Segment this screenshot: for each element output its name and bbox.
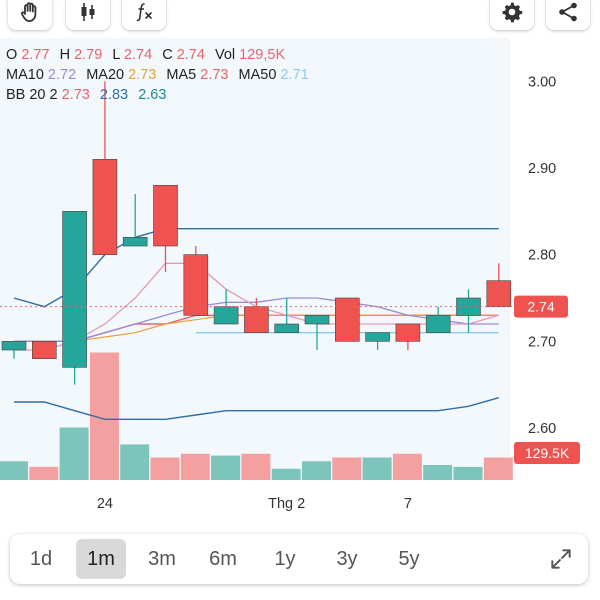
close-value: 2.74 (176, 47, 205, 63)
candles (1, 81, 512, 385)
candle-body (486, 280, 512, 307)
period-1d[interactable]: 1d (29, 547, 53, 570)
x-tick-label: Thg 2 (268, 496, 305, 512)
volume-value: 129,5K (239, 47, 286, 63)
ma10-label: MA10 (6, 67, 44, 83)
y-tick-label: 2.70 (528, 334, 556, 350)
volume-bar (150, 457, 180, 480)
bb-row: BB 20 2 2.73 2.83 2.63 (6, 85, 315, 105)
volume-bar (362, 457, 392, 480)
ma50-label: MA50 (238, 67, 277, 83)
volume-bar (423, 465, 453, 480)
volume-bar (0, 461, 28, 480)
candle-body (365, 332, 390, 342)
candle-body (425, 315, 451, 333)
period-3y[interactable]: 3y (336, 547, 358, 570)
period-1y[interactable]: 1y (274, 547, 296, 570)
ma5-value: 2.73 (200, 67, 229, 83)
candle-body (213, 306, 239, 325)
volume-bar (241, 453, 271, 480)
candle-body (334, 297, 360, 342)
candle-body (274, 323, 300, 333)
candle-body (153, 185, 178, 247)
bb-upper-line (13, 227, 499, 308)
ma-row: MA10 2.72 MA20 2.73 MA5 2.73 MA50 2.71 (6, 65, 315, 85)
x-axis: 24 Thg 2 7 (97, 496, 412, 512)
price-markers: 2.74 129.5K (0, 295, 580, 464)
x-tick-label: 24 (97, 496, 113, 512)
bb-label: BB 20 2 (6, 87, 58, 103)
high-label: H (59, 47, 71, 63)
high-value: 2.79 (74, 47, 103, 63)
ma20-value: 2.73 (128, 67, 157, 83)
expand-icon[interactable] (548, 546, 574, 572)
hand-icon[interactable] (8, 0, 52, 30)
period-1m[interactable]: 1m (76, 539, 126, 579)
share-icon[interactable] (546, 0, 590, 30)
function-icon[interactable] (122, 0, 166, 30)
volume-label: Vol (214, 47, 236, 63)
volume-bar (483, 457, 513, 480)
ma50-value: 2.71 (280, 67, 309, 83)
period-selector: 1d 1m 3m 6m 1y 3y 5y (10, 534, 588, 584)
y-tick-label: 2.60 (528, 421, 556, 437)
bb-upper-value: 2.83 (99, 87, 129, 103)
y-tick-label: 2.90 (528, 161, 556, 177)
low-label: L (112, 47, 120, 63)
volume-bar (302, 461, 331, 480)
bb-lower-line (14, 397, 499, 420)
y-axis: 3.00 2.90 2.80 2.70 2.60 (528, 74, 556, 437)
volume-bar (271, 468, 301, 480)
bb-middle-value: 2.73 (61, 87, 90, 103)
ohlc-row: O 2.77 H 2.79 L 2.74 C 2.74 Vol 129,5K (6, 45, 315, 65)
close-label: C (162, 47, 173, 63)
ma10-value: 2.72 (47, 67, 77, 83)
bb-lower-value: 2.63 (138, 87, 167, 103)
volume-bar (453, 466, 483, 480)
candle-body (304, 315, 330, 325)
indicator-legend: O 2.77 H 2.79 L 2.74 C 2.74 Vol 129,5K M… (6, 45, 315, 105)
y-tick-label: 2.80 (528, 248, 556, 264)
price-marker-label: 2.74 (527, 299, 554, 315)
x-tick-label: 7 (404, 496, 412, 512)
candle-body (31, 341, 57, 359)
volume-bar (392, 453, 422, 480)
price-chart[interactable]: 3.00 2.90 2.80 2.70 2.60 2.74 129.5K 24 Thg 2 7 (0, 38, 600, 520)
candle-body (62, 211, 87, 368)
volume-bar (59, 427, 89, 480)
ma5-label: MA5 (166, 67, 197, 83)
candle-body (92, 159, 118, 255)
candle-body (122, 237, 148, 247)
volume-bar (211, 455, 241, 480)
volume-bars (0, 352, 513, 480)
period-3m[interactable]: 3m (148, 547, 176, 570)
candle-body (395, 323, 421, 342)
open-value: 2.77 (21, 47, 50, 63)
volume-bar (180, 453, 210, 480)
candle-body (1, 341, 27, 351)
volume-bar (332, 457, 362, 480)
open-label: O (6, 47, 18, 63)
volume-bar (120, 444, 150, 480)
y-tick-label: 3.00 (528, 74, 556, 90)
candle-body (183, 254, 209, 316)
candle-body (244, 306, 269, 333)
ma20-label: MA20 (86, 67, 125, 83)
volume-marker-label: 129.5K (525, 445, 570, 461)
volume-bar (29, 466, 59, 480)
low-value: 2.74 (123, 47, 153, 63)
chart-toolbar (0, 0, 600, 34)
candlestick-icon[interactable] (66, 0, 110, 30)
price-marker-box (514, 295, 568, 318)
gear-icon[interactable] (490, 0, 534, 30)
volume-marker-box (514, 442, 580, 464)
period-5y[interactable]: 5y (398, 547, 420, 570)
period-6m[interactable]: 6m (209, 547, 237, 570)
